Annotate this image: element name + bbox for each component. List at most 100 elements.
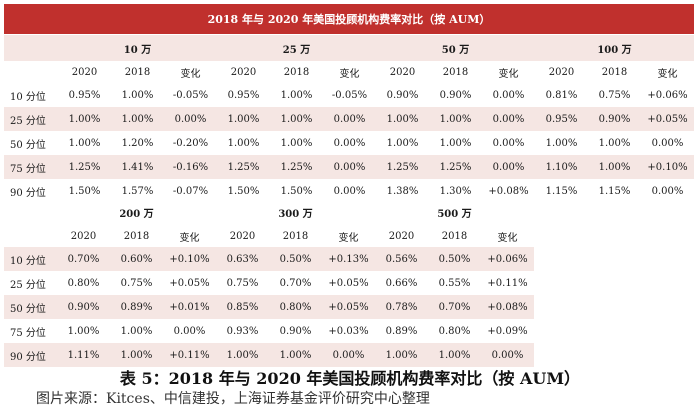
fee-table-top: 10 万 25 万 50 万 100 万 2020 2018 变化 2020 2018 变化 202… [4,35,694,203]
table-cell: 1.00% [535,131,588,155]
table-cell: 0.89% [110,295,163,319]
table-cell: +0.11% [163,343,216,367]
table-cell: +0.11% [481,271,534,295]
group-header-spacer [58,35,111,61]
table-cell: 0.70% [428,295,481,319]
table-cell: 0.93% [216,319,269,343]
table-cell: 1.00% [216,343,269,367]
table-cell: 0.75% [110,271,163,295]
table-row: 50 分位 0.90% 0.89% +0.01% 0.85% 0.80% +0.05% 0.7… [4,295,534,319]
column-header: 2018 [111,61,164,83]
row-label: 75 分位 [4,155,58,179]
table-row: 10 分位 0.95% 1.00% -0.05% 0.95% 1.00% -0.05% 0.9… [4,83,694,107]
column-header: 变化 [482,61,535,83]
table-cell: 0.00% [323,107,376,131]
table-cell: 0.90% [429,83,482,107]
group-header: 50 万 [429,35,482,61]
column-header: 2018 [428,225,481,247]
table-cell: +0.09% [481,319,534,343]
group-header: 200 万 [110,199,163,225]
fee-table-bottom: 200 万 300 万 500 万 2020 2018 变化 2020 2018 变化 2020 2… [4,199,534,367]
table-cell: 0.00% [482,131,535,155]
table-cell: 1.00% [376,131,429,155]
table-cell: 1.00% [375,343,428,367]
table-cell: +0.05% [641,107,694,131]
table-cell: +0.10% [163,247,216,271]
table-cell: 0.55% [428,271,481,295]
table-cell: 1.00% [217,107,270,131]
table-cell: 1.00% [217,131,270,155]
table-cell: 1.25% [270,155,323,179]
row-label: 25 分位 [4,271,57,295]
table-cell: 1.10% [535,155,588,179]
table-cell: 1.00% [269,343,322,367]
table-row: 50 分位 1.00% 1.20% -0.20% 1.00% 1.00% 0.00% 1.00… [4,131,694,155]
table-cell: 0.56% [375,247,428,271]
table-cell: 0.00% [641,131,694,155]
table-cell: 0.00% [323,131,376,155]
table-cell: 1.25% [58,155,111,179]
group-header-spacer [481,199,534,225]
group-header-spacer [217,35,270,61]
table-cell: 0.00% [482,155,535,179]
table-cell: 1.00% [57,319,110,343]
group-header-spacer [163,199,216,225]
table-cell: 1.15% [535,179,588,203]
table-cell: 0.00% [482,107,535,131]
table-cell: 0.95% [535,107,588,131]
column-header: 变化 [641,61,694,83]
table-cell: 0.63% [216,247,269,271]
table-cell: 0.80% [57,271,110,295]
table-cell: +0.01% [163,295,216,319]
table-cell: 1.00% [429,107,482,131]
source-note: 图片来源：Kitces、中信建投，上海证券基金评价研究中心整理 [36,391,430,407]
row-label: 25 分位 [4,107,58,131]
group-header: 100 万 [588,35,641,61]
group-header-row: 10 万 25 万 50 万 100 万 [4,35,694,61]
table-cell: 0.80% [269,295,322,319]
table-cell: 0.50% [269,247,322,271]
group-header: 500 万 [428,199,481,225]
table-cell: 0.66% [375,271,428,295]
table-cell: 0.95% [217,83,270,107]
group-header-spacer [323,35,376,61]
group-header: 25 万 [270,35,323,61]
group-header-spacer [375,199,428,225]
table-cell: 0.75% [216,271,269,295]
corner-cell [4,61,58,83]
row-label: 50 分位 [4,131,58,155]
column-header: 变化 [323,61,376,83]
corner-cell [4,225,57,247]
table-cell: 0.95% [58,83,111,107]
table-banner-title: 2018 年与 2020 年美国投顾机构费率对比（按 AUM） [4,4,694,34]
table-cell: 1.15% [588,179,641,203]
corner-cell [4,35,58,61]
table-cell: +0.06% [481,247,534,271]
table-cell: 1.25% [376,155,429,179]
table-caption: 表 5：2018 年与 2020 年美国投顾机构费率对比（按 AUM） [119,369,581,388]
table-cell: 1.00% [588,131,641,155]
table-cell: +0.03% [322,319,375,343]
table-cell: 1.25% [429,155,482,179]
table-cell: 1.00% [111,107,164,131]
subheader-row: 2020 2018 变化 2020 2018 变化 2020 2018 变化 2020 2018 变化 [4,61,694,83]
column-header: 2020 [57,225,110,247]
table-cell: 1.00% [110,319,163,343]
table-cell: 1.00% [270,107,323,131]
table-cell: +0.06% [641,83,694,107]
group-header-spacer [482,35,535,61]
column-header: 2020 [375,225,428,247]
table-cell: 1.00% [58,131,111,155]
group-header-spacer [57,199,110,225]
table-cell: -0.05% [164,83,217,107]
table-cell: 1.00% [588,155,641,179]
table-cell: -0.16% [164,155,217,179]
table-cell: 0.81% [535,83,588,107]
column-header: 2018 [429,61,482,83]
column-header: 2020 [217,61,270,83]
group-header: 300 万 [269,199,322,225]
subheader-row: 2020 2018 变化 2020 2018 变化 2020 2018 变化 [4,225,534,247]
table-cell: 1.25% [217,155,270,179]
table-cell: +0.13% [322,247,375,271]
table-row: 75 分位 1.00% 1.00% 0.00% 0.93% 0.90% +0.03% 0.89… [4,319,534,343]
